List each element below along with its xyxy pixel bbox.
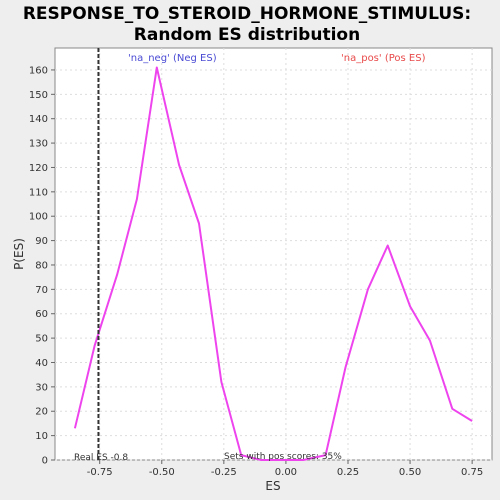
y-tick-label: 0 <box>42 456 48 467</box>
y-axis-ticks: 0 10 20 30 40 50 60 70 80 90 100 110 120 130 140 150 160 <box>29 65 55 467</box>
series-layer <box>73 66 473 461</box>
x-axis-label: ES <box>265 479 280 493</box>
plot-area <box>54 47 493 461</box>
y-tick-label: 30 <box>35 382 48 393</box>
x-axis-ticks: -0.75 -0.50 -0.25 0.00 0.25 0.50 0.75 <box>87 460 483 478</box>
y-tick-label: 130 <box>29 139 48 150</box>
legend-pos-entry: 'na_pos' (Pos ES) <box>341 53 426 64</box>
real-es-label: Real ES -0.8 <box>74 453 128 463</box>
x-tick-label: -0.50 <box>149 467 175 478</box>
chart-title: RESPONSE_TO_STEROID_HORMONE_STIMULUS: <box>23 4 471 24</box>
y-tick-label: 60 <box>35 309 48 320</box>
y-axis-label: P(ES) <box>12 238 26 270</box>
y-tick-label: 100 <box>29 212 48 223</box>
x-tick-label: 0.75 <box>461 467 483 478</box>
y-tick-label: 40 <box>35 358 48 369</box>
legend-neg-entry: 'na_neg' (Neg ES) <box>128 53 217 64</box>
chart-subtitle: Random ES distribution <box>134 25 360 45</box>
y-tick-label: 20 <box>35 407 48 418</box>
y-tick-label: 110 <box>29 187 48 198</box>
y-tick-label: 140 <box>29 114 48 125</box>
y-tick-label: 150 <box>29 90 48 101</box>
y-tick-label: 10 <box>35 431 48 442</box>
y-tick-label: 70 <box>35 285 48 296</box>
x-tick-label: 0.50 <box>399 467 421 478</box>
y-tick-label: 90 <box>35 236 48 247</box>
grid-lines <box>55 48 492 461</box>
x-tick-label: 0.25 <box>337 467 359 478</box>
distribution-line <box>73 66 473 461</box>
x-tick-label: -0.25 <box>211 467 237 478</box>
pos-scores-annotation: Sets with pos scores: 35% <box>224 452 342 462</box>
y-tick-label: 80 <box>35 260 48 271</box>
x-tick-label: 0.00 <box>275 467 297 478</box>
y-tick-label: 50 <box>35 334 48 345</box>
y-tick-label: 160 <box>29 65 48 76</box>
x-tick-label: -0.75 <box>87 467 113 478</box>
y-tick-label: 120 <box>29 163 48 174</box>
